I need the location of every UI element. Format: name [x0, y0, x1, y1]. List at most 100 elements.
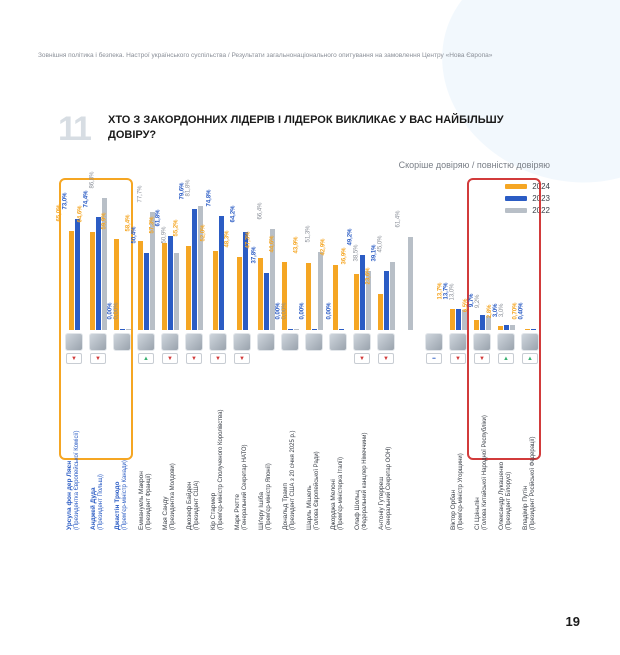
bar-value-label: 52,0%	[200, 224, 206, 241]
leader-group: 47,3%37,8%66,4%Шіґеру Ішіба(Прем'єр-міні…	[254, 178, 278, 538]
leader-avatar	[377, 333, 395, 351]
leader-group: 6,5%9,7%9,2%▼Сі Цзіньпін(Голова Китайськ…	[470, 178, 494, 538]
bar-2022: 61,4%	[408, 237, 413, 330]
delta-badge: ▲	[498, 353, 514, 364]
bar-2023: 74,4%	[96, 217, 101, 330]
bar-2024: 47,3%	[258, 258, 263, 330]
leader-name: Шіґеру Ішіба(Прем'єр-міністр Японії)	[258, 370, 274, 530]
bar-cluster: 57,3%61,8%50,9%	[159, 178, 181, 330]
leader-avatar	[65, 333, 83, 351]
bar-2023: 0,00%	[288, 329, 293, 330]
bar-value-label: 0,00%	[113, 302, 119, 319]
bar-cluster: 58,4%50,4%77,7%	[135, 178, 157, 330]
bar-2023: 0,40%	[531, 329, 536, 330]
bar-cluster: 55,2%79,6%81,8%	[183, 178, 205, 330]
leader-group: 42,9%0,00%Джорджа Мелоні(Прем'єр-міністе…	[326, 178, 350, 538]
leader-avatar	[305, 333, 323, 351]
delta-badge: ••	[426, 353, 442, 364]
bar-2023: 0,00%	[339, 329, 344, 330]
bar-2023: 61,8%	[168, 236, 173, 330]
bar-cluster: 52,0%74,8%	[207, 178, 229, 330]
bar-2023: 73,0%	[75, 219, 80, 330]
leader-group: 59,9%0,00%0,00%Джастін Трюдо(Прем'єр-мін…	[110, 178, 134, 538]
leader-group: 64,6%74,4%86,8%▼Анджей Дуда(Президент По…	[86, 178, 110, 538]
bar-value-label: 77,7%	[137, 185, 143, 202]
leader-avatar	[521, 333, 539, 351]
bar-2023: 37,8%	[264, 273, 269, 330]
leader-group: 43,9%0,00%51,3%Шарль Мішель(Голова Європ…	[302, 178, 326, 538]
leader-group: 36,9%49,2%38,5%▼Олаф Шольц(Федеральний к…	[350, 178, 374, 538]
bar-2023: 13,7%	[456, 309, 461, 330]
bar-2023: 39,1%	[384, 271, 389, 330]
leader-avatar	[353, 333, 371, 351]
bar-2022: 13,0%	[462, 310, 467, 330]
leader-name: Шарль Мішель(Голова Європейської Ради)	[306, 370, 322, 530]
bar-value-label: 44,6%	[269, 236, 275, 253]
bar-2022: 3,0%	[510, 325, 515, 330]
leader-group: 23,6%39,1%45,0%▼Антоніу Гутерреш(Генерал…	[374, 178, 398, 538]
bar-value-label: 50,4%	[131, 227, 137, 244]
bar-value-label: 61,4%	[395, 210, 401, 227]
bar-2023: 50,4%	[144, 253, 149, 330]
bar-value-label: 36,9%	[341, 247, 347, 264]
leader-name: Урсула фон дер Ляєн(Президентка Європейс…	[66, 370, 82, 530]
question-subtitle: Скоріше довіряю / повністю довіряю	[399, 160, 550, 170]
leader-avatar	[281, 333, 299, 351]
delta-badge: ▼	[162, 353, 178, 364]
bar-value-label: 45,0%	[377, 235, 383, 252]
bar-2022: 51,3%	[318, 252, 323, 330]
leader-group: 44,6%0,00%0,00%Дональд Трамп(Президент С…	[278, 178, 302, 538]
bar-cluster: 0,70%0,40%	[519, 178, 541, 330]
bar-value-label: 3,0%	[499, 304, 505, 318]
leader-name: Олександр Лукашенко(Президент Білорусі)	[498, 370, 514, 530]
bar-2023: 74,8%	[219, 216, 224, 330]
bar-value-label: 38,5%	[353, 245, 359, 262]
bar-2024: 42,9%	[333, 265, 338, 330]
bar-cluster: 65,0%73,0%	[63, 178, 85, 330]
bar-cluster: 64,6%74,4%86,8%	[87, 178, 109, 330]
leader-avatar	[209, 333, 227, 351]
leader-name: Мая Санду(Президентка Молдови)	[162, 370, 178, 530]
delta-badge: ▼	[474, 353, 490, 364]
bar-2024: 13,7%	[450, 309, 455, 330]
delta-badge: ▼	[186, 353, 202, 364]
leader-group: 2,8%3,0%3,0%▲Олександр Лукашенко(Президе…	[494, 178, 518, 538]
bar-cluster: 36,9%49,2%38,5%	[351, 178, 373, 330]
delta-badge: ▼	[234, 353, 250, 364]
leader-name: Джозеф Байден(Президент США)	[186, 370, 202, 530]
leader-name: Джастін Трюдо(Прем'єр-міністр Канади)	[114, 370, 130, 530]
bar-2022: 50,9%	[174, 253, 179, 330]
bar-value-label: 55,2%	[173, 220, 179, 237]
delta-badge: ▼	[354, 353, 370, 364]
bar-value-label: 0,40%	[518, 302, 524, 319]
bar-2024: 0,70%	[525, 329, 530, 330]
leader-name: Марк Рютте(Генеральний Секретар НАТО)	[234, 370, 250, 530]
bar-value-label: 50,9%	[161, 226, 167, 243]
leader-avatar	[89, 333, 107, 351]
bar-value-label: 59,9%	[101, 212, 107, 229]
leader-avatar	[233, 333, 251, 351]
bar-2022: 0,00%	[126, 329, 131, 330]
bar-2024: 64,6%	[90, 232, 95, 330]
bar-value-label: 37,8%	[251, 246, 257, 263]
leader-group: 0,70%0,40%▲Владімір Путін(Президент Росі…	[518, 178, 542, 538]
bar-value-label: 0,00%	[299, 302, 305, 319]
leader-avatar	[425, 333, 443, 351]
bar-2024: 52,0%	[213, 251, 218, 330]
bar-2024: 65,0%	[69, 231, 74, 330]
leader-avatar	[257, 333, 275, 351]
leader-avatar	[137, 333, 155, 351]
bar-value-label: 48,3%	[224, 230, 230, 247]
bar-2024: 55,2%	[186, 246, 191, 330]
leader-avatar	[473, 333, 491, 351]
leader-name: Віктор Орбан(Прем'єр-міністр Угорщини)	[450, 370, 466, 530]
delta-badge: ▲	[138, 353, 154, 364]
bar-2024: 57,3%	[162, 243, 167, 330]
bar-cluster: 48,3% 64,2%	[231, 178, 253, 330]
delta-badge: ▼	[378, 353, 394, 364]
bar-2024: 23,6%	[378, 294, 383, 330]
bar-value-label: 42,9%	[320, 238, 326, 255]
bar-2024: 48,3%	[237, 257, 242, 330]
bar-value-label: 64,2%	[230, 206, 236, 223]
delta-badge: ▼	[90, 353, 106, 364]
